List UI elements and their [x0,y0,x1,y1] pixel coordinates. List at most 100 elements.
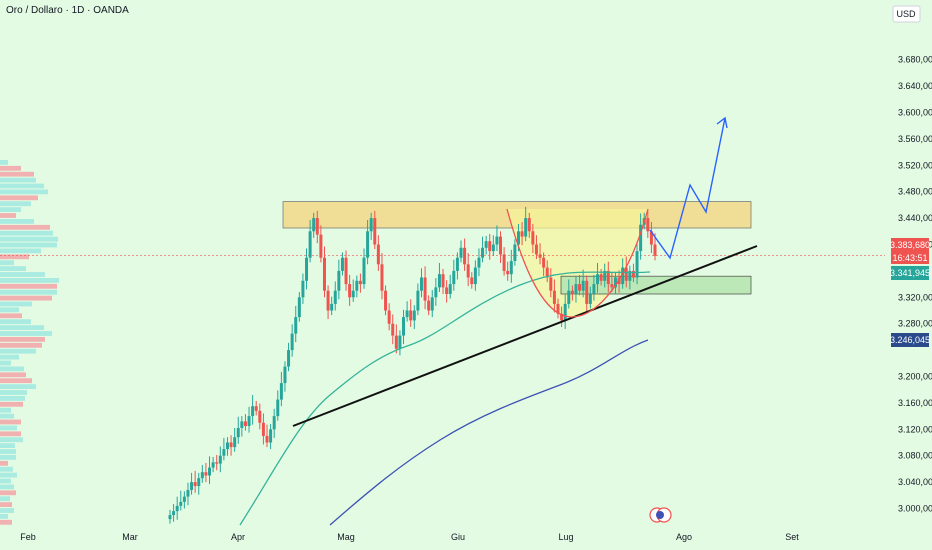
candle-body [190,482,194,491]
candle-body [423,277,427,301]
candle-body [247,416,251,426]
candle-body [200,472,204,479]
volume-bar [0,348,36,354]
price-tick-label: 3.040,000 [898,477,932,487]
candle-body [481,247,485,258]
price-tick-label: 3.600,000 [898,108,932,118]
volume-profile [0,160,59,525]
calendar-event-icon[interactable] [649,507,672,523]
price-tick-label: 3.320,000 [898,292,932,302]
candle-body [477,257,481,268]
candle-body [211,462,215,468]
candle-body [520,231,524,237]
volume-bar [0,331,52,336]
candle-body [441,274,445,288]
candle-body [330,303,334,311]
volume-bar [0,201,31,207]
candle-body [484,241,488,248]
price-badges: 3.383,680 16:43:51 3.341,945 3.246,045 [890,238,930,347]
volume-bar [0,384,36,389]
volume-bar [0,455,16,460]
volume-bar [0,419,21,425]
candle-body [319,234,323,258]
candle-body [452,270,456,285]
volume-bar [0,266,26,271]
volume-bar [0,514,8,519]
volume-bar [0,325,44,330]
price-tick-label: 3.200,000 [898,372,932,382]
candle-body [434,287,438,298]
candle-body [621,267,625,285]
candle-body [193,482,197,487]
candle-body [225,442,229,450]
time-tick-label: Giu [451,532,465,542]
candle-body [179,501,183,506]
candle-body [613,277,617,288]
volume-bar [0,490,16,496]
candle-body [272,416,276,430]
ma-slow-line [329,339,649,526]
volume-bar [0,307,19,313]
price-axis[interactable]: 3.680,000 3.640,000 3.600,000 3.560,000 3.52… [885,0,932,530]
ascending-trendline [292,245,758,427]
cup-pattern-fill [507,209,648,318]
candle-body [398,335,402,349]
candle-body [344,257,348,285]
time-tick-label: Ago [676,532,692,542]
candle-body [215,462,219,464]
candle-body [567,290,571,304]
candle-body [581,280,585,291]
candle-body [391,323,395,336]
candle-body [290,333,294,351]
candle-body [574,284,578,294]
volume-bar [0,502,12,507]
candle-body [333,290,337,304]
candle-body [570,290,574,294]
candle-body [340,257,344,271]
candle-body [563,303,567,321]
candle-body [297,297,301,318]
time-tick-label: Mar [122,532,138,542]
candle-body [606,270,610,285]
candle-body [459,247,463,258]
volume-bar [0,195,38,201]
time-axis[interactable]: Feb Mar Apr Mag Giu Lug Ago Set [20,532,799,542]
candle-body [560,313,564,321]
candle-body [384,290,388,311]
candle-body [358,280,362,285]
candle-body [351,290,355,298]
volume-bar [0,372,26,378]
volume-bar [0,165,21,171]
candle-body [646,218,650,232]
candle-body [265,435,269,443]
candle-body [524,218,528,237]
time-tick-label: Apr [231,532,245,542]
volume-bar [0,401,23,407]
currency-button[interactable]: USD [892,5,921,23]
candle-body [326,290,330,311]
candle-body [631,270,635,278]
candle-body [542,257,546,268]
candle-body [427,300,431,311]
price-axis-bg [885,0,932,530]
candle-body [639,224,643,252]
candle-body [649,231,653,245]
candle-body [269,429,273,443]
volume-bar [0,460,8,466]
volume-bar [0,272,45,277]
candle-body [182,496,186,502]
forecast-arrow-head [716,116,728,129]
candle-body [437,274,441,288]
volume-bar [0,189,48,195]
volume-bar [0,213,16,218]
candle-body [416,290,420,311]
volume-bar [0,230,53,236]
candle-body [186,490,190,497]
price-tick-label: 3.560,000 [898,134,932,144]
volume-bar [0,484,14,490]
volume-bar [0,254,29,260]
candle-body [556,303,560,314]
volume-bar [0,183,44,189]
time-tick-label: Set [785,532,799,542]
candle-body [502,254,506,271]
